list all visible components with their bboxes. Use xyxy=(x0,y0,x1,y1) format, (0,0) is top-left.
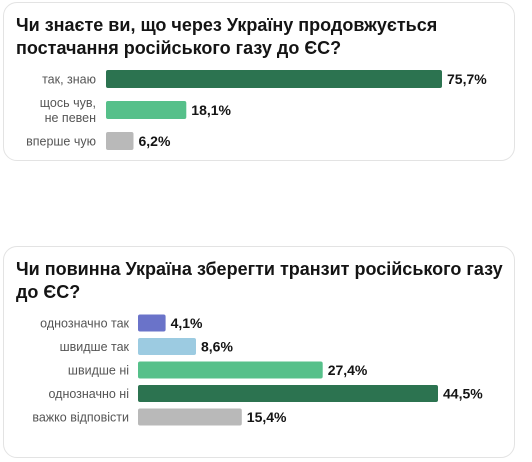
bar-chart-awareness: так, знаю 75,7% щось чув,не певен 18,1% впер… xyxy=(26,70,487,150)
data-label: 18,1% xyxy=(191,102,231,118)
bar xyxy=(106,70,442,88)
bar xyxy=(138,338,196,355)
category-label: щось чув, xyxy=(40,96,96,110)
category-label: важко відповісти xyxy=(32,411,129,425)
bar xyxy=(138,408,242,426)
category-label: швидше ні xyxy=(68,364,129,378)
category-label: так, знаю xyxy=(42,73,96,87)
bar xyxy=(138,385,438,402)
data-label: 15,4% xyxy=(247,409,287,425)
question-card-1: Чи знаєте ви, що через Україну продовжує… xyxy=(3,2,515,161)
category-label: вперше чую xyxy=(26,135,96,149)
bar xyxy=(138,314,166,332)
category-label: однозначно так xyxy=(40,317,129,331)
category-label: не певен xyxy=(45,111,97,125)
category-label: швидше так xyxy=(60,340,130,354)
data-label: 6,2% xyxy=(139,133,171,149)
data-label: 75,7% xyxy=(447,71,487,87)
bar xyxy=(106,101,187,119)
chart-title: Чи повинна Україна зберегти транзит росі… xyxy=(16,259,503,302)
bar xyxy=(106,132,134,150)
bar xyxy=(138,361,323,379)
category-label: однозначно ні xyxy=(48,387,129,401)
data-label: 8,6% xyxy=(201,339,233,355)
question-card-2: Чи повинна Україна зберегти транзит росі… xyxy=(3,246,515,458)
data-label: 4,1% xyxy=(171,315,203,331)
data-label: 44,5% xyxy=(443,386,483,402)
chart-title: Чи знаєте ви, що через Україну продовжує… xyxy=(16,15,438,58)
bar-chart-transit: однозначно так 4,1% швидше так 8,6% швидше н… xyxy=(32,314,483,426)
data-label: 27,4% xyxy=(328,362,368,378)
